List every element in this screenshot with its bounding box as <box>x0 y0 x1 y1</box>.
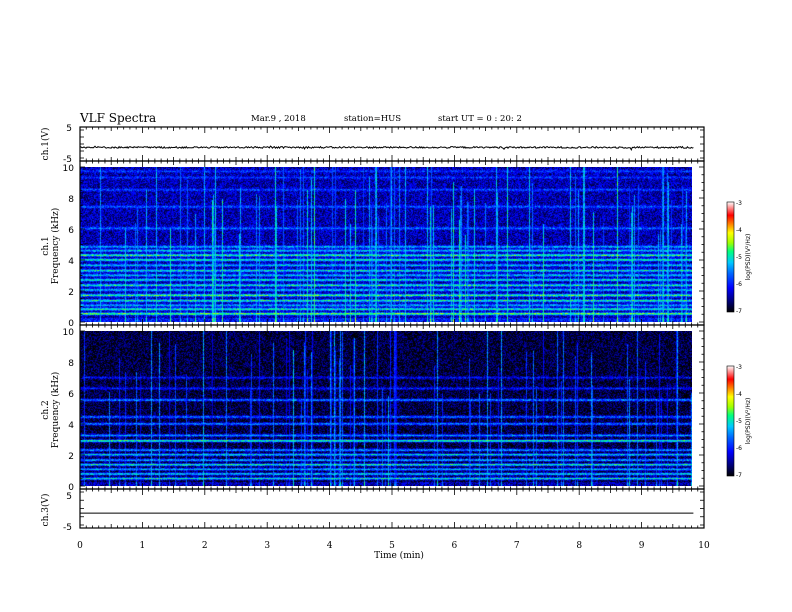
ch2-spec-ytick-10: 10 <box>63 328 75 338</box>
ch2-cbar-tick-neg3: -3 <box>736 364 742 371</box>
x-tick-label: 8 <box>576 541 582 551</box>
ch2-colorbar-label: log(PSD)(V²/Hz) <box>745 398 752 445</box>
ch1-wave-ytick-5: 5 <box>66 124 72 134</box>
ch2-colorbar: -3 -4 -5 -6 -7 log(PSD)(V²/Hz) <box>726 364 752 479</box>
ch1-cbar-tick-neg5: -5 <box>736 254 742 261</box>
ch1-spec-ytick-8: 8 <box>68 195 74 205</box>
ch1-wave-ytick-neg5: -5 <box>63 155 72 165</box>
ch2-spec-ytick-4: 4 <box>68 421 74 431</box>
start-ut-label: start UT = 0 : 20: 2 <box>438 114 522 124</box>
ch2-cbar-tick-neg7: -7 <box>736 472 742 479</box>
x-tick-label: 2 <box>202 541 208 551</box>
ch1-cbar-tick-neg6: -6 <box>736 281 742 288</box>
ch1-cbar-tick-neg3: -3 <box>736 200 742 207</box>
ch1-colorbar: -3 -4 -5 -6 -7 log(PSD)(V²/Hz) <box>726 200 752 315</box>
ch3-wave-ylabel: ch.3(V) <box>40 494 51 527</box>
x-axis-label: Time (min) <box>374 550 424 561</box>
ch2-spectrogram-raster <box>80 331 692 486</box>
ch1-spec-ytick-4: 4 <box>68 257 74 267</box>
ch1-wave-ylabel: ch.1(V) <box>40 128 51 161</box>
ch2-cbar-tick-neg6: -6 <box>736 445 742 452</box>
ch2-spec-ytick-6: 6 <box>68 390 74 400</box>
ch1-colorbar-gradient <box>726 201 735 313</box>
ch1-colorbar-label: log(PSD)(V²/Hz) <box>745 234 752 281</box>
ch1-spec-ytick-0: 0 <box>68 319 74 329</box>
x-tick-label: 4 <box>327 541 333 551</box>
ch1-spec-ylabel-frequency: Frequency (kHz) <box>50 208 61 285</box>
ch1-spec-ytick-2: 2 <box>68 288 74 298</box>
x-tick-label: 7 <box>514 541 520 551</box>
x-tick-label: 5 <box>389 541 395 551</box>
ch3-wave-ytick-neg5: -5 <box>63 523 72 533</box>
ch2-spec-ytick-8: 8 <box>68 359 74 369</box>
chart-title: VLF Spectra <box>80 111 157 125</box>
x-tick-label: 1 <box>140 541 146 551</box>
x-tick-label: 10 <box>698 541 710 551</box>
ch2-cbar-tick-neg5: -5 <box>736 418 742 425</box>
ch1-spec-ylabel-channel: ch.1 <box>41 236 51 255</box>
ch1-spec-ytick-10: 10 <box>63 164 75 174</box>
ch1-spectrogram-raster <box>80 167 692 322</box>
x-tick-label: 9 <box>639 541 645 551</box>
x-tick-label: 0 <box>77 541 83 551</box>
ch1-waveform-trace <box>79 145 694 151</box>
x-tick-label: 6 <box>452 541 458 551</box>
ch2-cbar-tick-neg4: -4 <box>736 391 742 398</box>
ch2-spec-ylabel-channel: ch.2 <box>41 400 51 419</box>
ch2-spec-ylabel-frequency: Frequency (kHz) <box>50 372 61 449</box>
date-label: Mar.9 , 2018 <box>251 114 306 124</box>
ch1-spec-ytick-6: 6 <box>68 226 74 236</box>
ch1-cbar-tick-neg4: -4 <box>736 227 742 234</box>
ch2-spec-ytick-0: 0 <box>68 483 74 493</box>
station-label: station=HUS <box>344 114 402 124</box>
ch2-spec-ytick-2: 2 <box>68 452 74 462</box>
ch1-cbar-tick-neg7: -7 <box>736 308 742 315</box>
x-tick-label: 3 <box>264 541 270 551</box>
ch3-wave-ytick-5: 5 <box>66 492 72 502</box>
ch2-colorbar-gradient <box>726 365 735 477</box>
